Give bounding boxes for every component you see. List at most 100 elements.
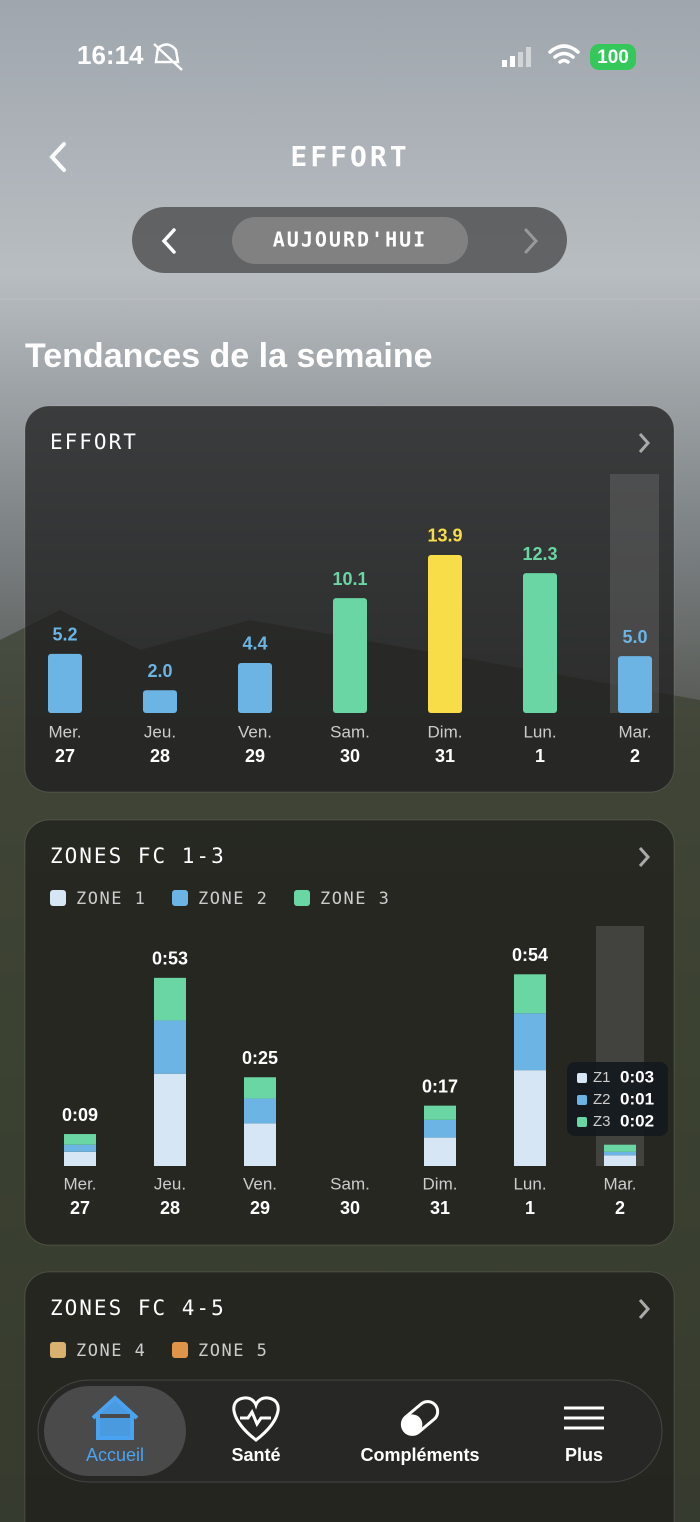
pill-icon xyxy=(400,1400,440,1436)
value-label: 12.3 xyxy=(522,544,557,564)
date-pill[interactable] xyxy=(232,217,468,264)
tooltip-value: 0:02 xyxy=(620,1111,654,1130)
bar xyxy=(48,653,82,713)
date-label: 27 xyxy=(70,1198,90,1218)
day-label: Jeu. xyxy=(154,1174,186,1193)
date-label: 29 xyxy=(245,746,265,766)
day-label: Mer. xyxy=(48,722,81,741)
tab-label[interactable]: Santé xyxy=(231,1445,280,1465)
date-label: 28 xyxy=(150,746,170,766)
tooltip xyxy=(567,1062,668,1136)
date-label: AUJOURD'HUI xyxy=(273,228,427,252)
bar-segment xyxy=(604,1151,636,1156)
day-label: Lun. xyxy=(523,722,556,741)
zones45-legend: ZONE 4 ZONE 5 xyxy=(50,1341,268,1361)
tab-label[interactable]: Compléments xyxy=(360,1445,479,1465)
bar-segment xyxy=(64,1144,96,1152)
bar-segment xyxy=(244,1123,276,1166)
legend-swatch xyxy=(50,890,66,906)
bar-segment xyxy=(244,1077,276,1099)
card-title: EFFORT xyxy=(50,430,138,454)
zones-chart: ZONE 1 ZONE 2 ZONE 3 0:09 Mer. 27 0:53 Jeu. 28 0:… xyxy=(50,889,668,1218)
date-label: 30 xyxy=(340,746,360,766)
day-label: Jeu. xyxy=(144,722,176,741)
bar-segment xyxy=(64,1134,96,1145)
bar-segment xyxy=(424,1105,456,1120)
tooltip-label: Z2 xyxy=(593,1091,611,1108)
date-label: 28 xyxy=(160,1198,180,1218)
day-label: Sam. xyxy=(330,722,370,741)
page-title: EFFORT xyxy=(290,140,409,173)
date-label: 29 xyxy=(250,1198,270,1218)
bar-segment xyxy=(514,974,546,1014)
section-title: Tendances de la semaine xyxy=(25,337,433,375)
bar-segment xyxy=(514,1070,546,1166)
total-label: 0:25 xyxy=(242,1048,278,1068)
day-label: Mer. xyxy=(63,1174,96,1193)
day-label: Sam. xyxy=(330,1174,370,1193)
legend-swatch xyxy=(172,890,188,906)
day-label: Mar. xyxy=(618,722,651,741)
legend-label: ZONE 5 xyxy=(198,1341,268,1361)
tab-label[interactable]: Plus xyxy=(565,1445,603,1465)
status-time: 16:14 xyxy=(77,40,144,70)
bar xyxy=(143,690,177,713)
mute-icon xyxy=(153,43,183,71)
date-label: 27 xyxy=(55,746,75,766)
bar xyxy=(428,554,462,713)
wifi-icon xyxy=(548,44,580,64)
card-title: ZONES FC 1-3 xyxy=(50,844,226,868)
tab-bar xyxy=(37,1379,663,1483)
day-label: Ven. xyxy=(238,722,272,741)
legend-label: ZONE 4 xyxy=(76,1341,146,1361)
legend-swatch xyxy=(294,890,310,906)
day-label: Lun. xyxy=(513,1174,546,1193)
tooltip-swatch xyxy=(577,1117,587,1127)
legend-label: ZONE 1 xyxy=(76,889,146,909)
tab-labels: Accueil Santé Compléments Plus xyxy=(86,1445,603,1465)
value-label: 5.2 xyxy=(52,625,77,645)
tooltip-label: Z1 xyxy=(593,1069,611,1086)
date-label: 1 xyxy=(535,746,545,766)
value-label: 2.0 xyxy=(147,661,172,681)
bar-segment xyxy=(64,1151,96,1166)
bar-segment xyxy=(244,1098,276,1124)
card-title: ZONES FC 4-5 xyxy=(50,1296,226,1320)
legend-swatch xyxy=(50,1342,66,1358)
day-label: Ven. xyxy=(243,1174,277,1193)
card-chevron[interactable] xyxy=(638,433,651,453)
battery-level: 100 xyxy=(597,47,629,68)
tooltip-swatch xyxy=(577,1095,587,1105)
card-chevron[interactable] xyxy=(638,1299,651,1319)
zones-card[interactable] xyxy=(24,819,675,1246)
total-label: 0:54 xyxy=(512,945,548,965)
tooltip-value: 0:01 xyxy=(620,1089,654,1108)
total-label: 0:17 xyxy=(422,1076,458,1096)
bar-segment xyxy=(154,1020,186,1074)
tooltip-value: 0:03 xyxy=(620,1067,654,1086)
menu-icon xyxy=(564,1406,604,1430)
date-label: 31 xyxy=(430,1198,450,1218)
tab-label[interactable]: Accueil xyxy=(86,1445,144,1465)
day-label: Dim. xyxy=(423,1174,458,1193)
total-label: 0:53 xyxy=(152,949,188,969)
prev-day[interactable] xyxy=(161,228,176,254)
date-label: 30 xyxy=(340,1198,360,1218)
home-icon xyxy=(91,1395,139,1440)
tooltip-swatch xyxy=(577,1073,587,1083)
card-chevron[interactable] xyxy=(638,847,651,867)
bar xyxy=(238,662,272,713)
value-label: 10.1 xyxy=(332,569,367,589)
legend-swatch xyxy=(172,1342,188,1358)
back-button[interactable] xyxy=(49,142,66,172)
value-label: 4.4 xyxy=(242,634,267,654)
value-label: 5.0 xyxy=(622,627,647,647)
date-label: 2 xyxy=(630,746,640,766)
total-label: 0:09 xyxy=(62,1105,98,1125)
bar-segment xyxy=(424,1119,456,1138)
legend-label: ZONE 2 xyxy=(198,889,268,909)
next-day[interactable] xyxy=(524,228,539,254)
